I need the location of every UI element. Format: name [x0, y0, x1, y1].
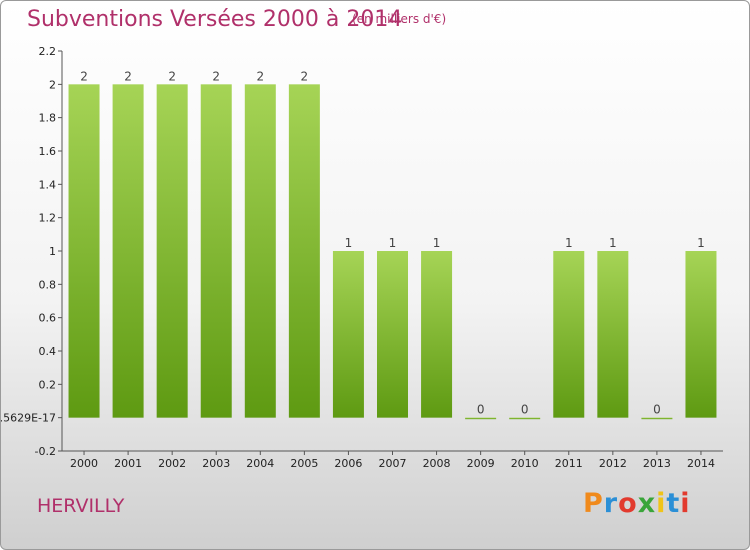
logo-letter: x [637, 488, 657, 519]
bar [112, 84, 144, 418]
value-label: 2 [301, 69, 309, 83]
bar [288, 84, 320, 418]
y-tick-label: 1.8 [39, 112, 57, 125]
bar [641, 417, 673, 420]
y-tick-label: 1.2 [39, 212, 57, 225]
commune-name: HERVILLY [37, 495, 125, 517]
x-tick-label: 2007 [379, 457, 407, 470]
bar [597, 251, 629, 418]
x-tick-label: 2003 [202, 457, 230, 470]
chart-title: Subventions Versées 2000 à 2014 [27, 7, 403, 32]
x-tick-label: 2009 [467, 457, 495, 470]
logo-letter: i [680, 488, 691, 519]
bar [377, 251, 408, 418]
value-label: 0 [653, 403, 661, 417]
x-tick-label: 2008 [423, 457, 451, 470]
bar [685, 251, 717, 418]
bar [553, 251, 585, 418]
x-tick-label: 2004 [246, 457, 274, 470]
value-label: 0 [521, 403, 529, 417]
value-label: 1 [345, 236, 353, 250]
x-tick-label: 2013 [643, 457, 671, 470]
logo-letter: t [666, 488, 681, 519]
y-tick-label: 1.6 [39, 145, 57, 158]
value-label: 0 [477, 403, 485, 417]
value-label: 2 [212, 69, 220, 83]
y-tick-label: 2 [49, 78, 56, 91]
bar [200, 84, 232, 418]
value-label: 1 [609, 236, 617, 250]
x-tick-label: 2001 [114, 457, 142, 470]
bar [421, 251, 453, 418]
x-tick-label: 2006 [334, 457, 362, 470]
value-label: 2 [124, 69, 132, 83]
y-tick-label: 2.2 [39, 45, 57, 58]
x-tick-label: 2010 [511, 457, 539, 470]
bar [509, 417, 541, 420]
y-tick-label: 1.4 [39, 178, 57, 191]
y-tick-label: -1.5629E-17 [1, 412, 56, 425]
y-tick-label: 1 [49, 245, 56, 258]
y-tick-label: -0.2 [35, 445, 56, 458]
x-tick-label: 2014 [687, 457, 715, 470]
x-tick-label: 2002 [158, 457, 186, 470]
x-tick-label: 2011 [555, 457, 583, 470]
bar [156, 84, 188, 418]
value-label: 2 [168, 69, 176, 83]
logo-letter: r [603, 488, 619, 519]
bar [332, 251, 364, 418]
y-tick-label: 0.2 [39, 378, 57, 391]
bar [68, 84, 100, 418]
value-label: 1 [565, 236, 573, 250]
logo-letter: o [618, 488, 638, 519]
y-tick-label: 0.8 [39, 278, 57, 291]
value-label: 1 [389, 236, 397, 250]
logo-letter: i [656, 488, 667, 519]
value-label: 1 [697, 236, 705, 250]
chart-subtitle: (en milliers d'€) [352, 12, 447, 26]
logo-letter: P [583, 488, 604, 519]
x-tick-label: 2000 [70, 457, 98, 470]
y-tick-label: 0.6 [39, 312, 57, 325]
proxiti-logo[interactable]: Proxiti [583, 488, 691, 519]
x-tick-label: 2012 [599, 457, 627, 470]
bar [465, 417, 497, 420]
value-label: 1 [433, 236, 441, 250]
y-tick-label: 0.4 [39, 345, 57, 358]
x-tick-label: 2005 [290, 457, 318, 470]
value-label: 2 [80, 69, 88, 83]
bar [244, 84, 276, 418]
value-label: 2 [256, 69, 264, 83]
